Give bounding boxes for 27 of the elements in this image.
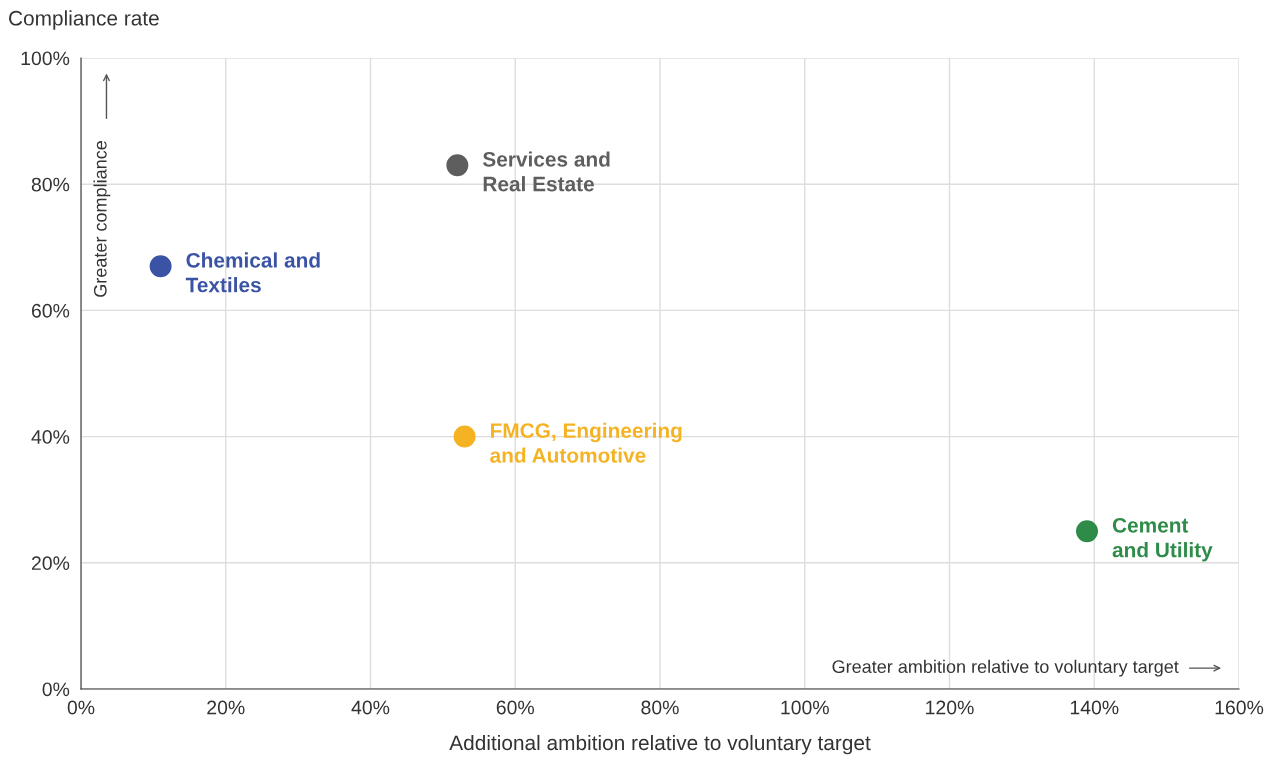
series-label: FMCG, Engineering and Automotive: [490, 422, 682, 463]
x-tick-label: 0%: [67, 700, 95, 715]
x-tick-label: 160%: [1215, 700, 1264, 715]
x-axis-title: Additional ambition relative to voluntary target: [449, 734, 871, 755]
y-axis-title: Compliance rate: [9, 10, 159, 30]
y-tick-label: 60%: [31, 303, 70, 318]
annotation: Greater compliance: [93, 141, 111, 297]
series-label: Chemical and Textiles: [185, 252, 320, 293]
x-tick-label: 40%: [351, 700, 390, 715]
y-tick-label: 40%: [31, 430, 70, 444]
point: [149, 255, 172, 278]
x-tick-label: 140%: [1070, 700, 1119, 715]
series-label: Cement and Utility: [1112, 517, 1213, 562]
x-tick-label: 80%: [641, 700, 679, 715]
x-tick-label: 100%: [781, 700, 829, 715]
y-tick-label: 100%: [21, 51, 70, 66]
x-tick-label: 120%: [926, 700, 974, 715]
point: [446, 154, 469, 177]
y-tick-label: 20%: [31, 556, 70, 571]
point: [453, 425, 476, 448]
point: [1076, 520, 1099, 543]
series-label: Services and Real Estate: [482, 151, 610, 192]
annotation: Greater ambition relative to voluntary target: [832, 659, 1179, 677]
x-tick-label: 60%: [496, 700, 535, 715]
x-tick-label: 20%: [207, 700, 245, 715]
y-tick-label: 80%: [31, 177, 70, 192]
y-tick-label: 0%: [42, 682, 70, 697]
